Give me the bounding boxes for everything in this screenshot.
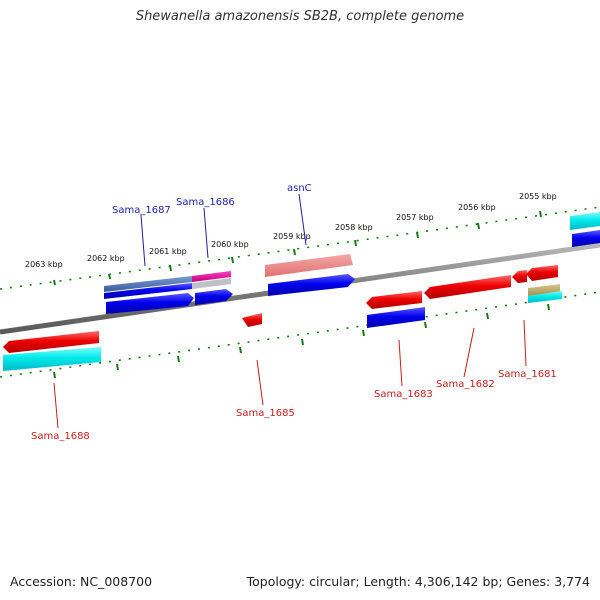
map-title: Shewanella amazonensis SB2B, complete ge… — [135, 9, 465, 24]
leader-sama-1687 — [140, 214, 146, 267]
tick-label: 2061 kbp — [149, 247, 187, 256]
tick-label: 2060 kbp — [211, 240, 249, 249]
cds-sama-1686[interactable] — [195, 289, 233, 305]
tick-label: 2055 kbp — [519, 192, 557, 201]
tick-label: 2057 kbp — [396, 213, 434, 222]
forward-major-ticks — [53, 210, 542, 286]
gene-sama-1685[interactable] — [242, 313, 262, 327]
gene-sama-1683[interactable] — [366, 291, 422, 309]
tick-label: 2062 kbp — [87, 254, 125, 263]
leader-sama-1681 — [523, 319, 527, 367]
gene-label-sama-1683: Sama_1683 — [374, 389, 433, 400]
gene-label-sama-1686: Sama_1686 — [176, 197, 235, 208]
gene-sama-1686[interactable] — [192, 271, 231, 289]
tick-label: 2059 kbp — [273, 232, 311, 241]
cds-sama-1681[interactable] — [528, 284, 562, 303]
cds-sama-1688[interactable] — [3, 347, 101, 371]
gene-label-sama-1685: Sama_1685 — [236, 408, 295, 419]
leader-sama-1685 — [256, 359, 264, 406]
gene-label-sama-1688: Sama_1688 — [31, 431, 90, 442]
leader-sama-1683 — [398, 339, 403, 387]
gene-sama-1687[interactable] — [104, 276, 192, 299]
accession-text: Accession: NC_008700 — [10, 574, 153, 589]
tick-label: 2063 kbp — [25, 260, 63, 269]
cds-sama-1687[interactable] — [106, 293, 194, 314]
gene-label-asnC: asnC — [287, 183, 312, 194]
cds-asnC[interactable] — [268, 274, 355, 296]
tick-label: 2058 kbp — [335, 223, 373, 232]
leader-sama-1688 — [53, 382, 59, 429]
gene-label-sama-1681: Sama_1681 — [498, 369, 557, 380]
leader-asnC — [298, 193, 307, 246]
gene-label-sama-1682: Sama_1682 — [436, 379, 495, 390]
gene-label-sama-1687: Sama_1687 — [112, 205, 171, 216]
reverse-tick-ruler — [0, 291, 600, 378]
leader-sama-1686 — [203, 207, 209, 259]
reverse-major-ticks — [53, 303, 550, 379]
forward-tick-ruler — [0, 206, 600, 290]
gene-sama-1682[interactable] — [424, 275, 511, 299]
gene-asnC[interactable] — [265, 254, 353, 277]
topology-text: Topology: circular; Length: 4,306,142 bp… — [246, 574, 590, 589]
cds-sama-1683[interactable] — [367, 307, 425, 328]
gene-sama-1688[interactable] — [3, 331, 99, 353]
gene-right-edge[interactable] — [570, 212, 600, 247]
tick-label: 2056 kbp — [458, 203, 496, 212]
leader-sama-1682 — [463, 327, 475, 378]
gene-sama-1681[interactable] — [512, 265, 558, 283]
